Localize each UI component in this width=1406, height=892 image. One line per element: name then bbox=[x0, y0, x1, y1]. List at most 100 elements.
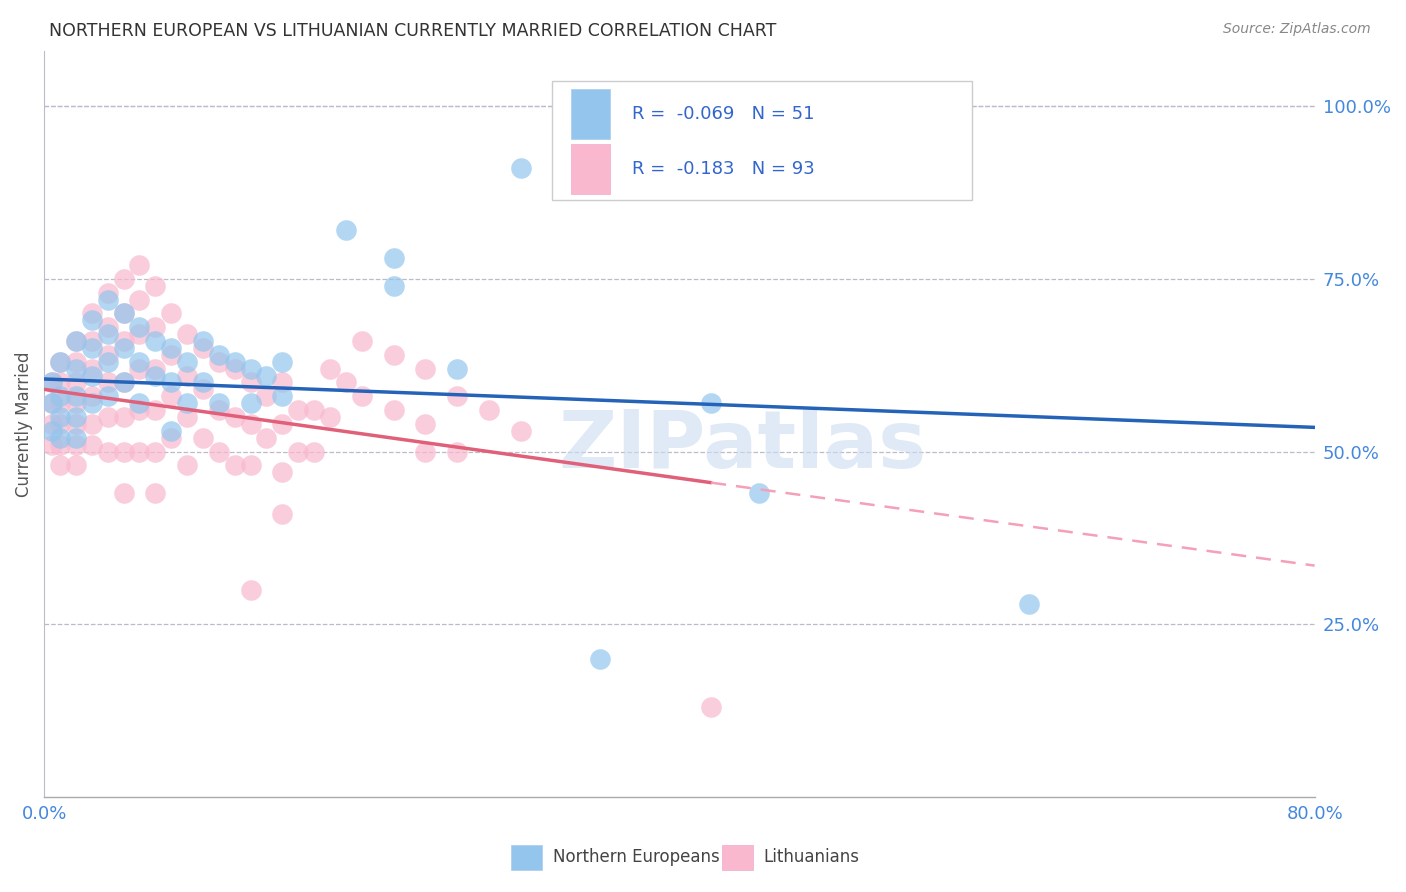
Point bbox=[49, 396, 72, 410]
Point bbox=[143, 403, 166, 417]
Point bbox=[49, 431, 72, 445]
Point bbox=[700, 700, 723, 714]
Point bbox=[239, 376, 262, 390]
Point bbox=[413, 361, 436, 376]
Point bbox=[143, 278, 166, 293]
Point bbox=[350, 389, 373, 403]
Point bbox=[239, 582, 262, 597]
Point bbox=[509, 161, 531, 176]
Point bbox=[65, 376, 87, 390]
Point bbox=[271, 417, 294, 431]
Point bbox=[49, 409, 72, 424]
Point bbox=[191, 341, 214, 355]
Point bbox=[112, 306, 135, 320]
Point bbox=[49, 417, 72, 431]
Point bbox=[80, 417, 103, 431]
Point bbox=[128, 355, 150, 369]
Point bbox=[65, 396, 87, 410]
Point bbox=[176, 355, 198, 369]
Point bbox=[65, 458, 87, 473]
Point bbox=[176, 409, 198, 424]
FancyBboxPatch shape bbox=[553, 80, 972, 200]
Point bbox=[143, 368, 166, 383]
Point bbox=[160, 389, 183, 403]
Point bbox=[224, 355, 246, 369]
Point bbox=[160, 341, 183, 355]
Point bbox=[65, 361, 87, 376]
Point bbox=[143, 334, 166, 348]
Point bbox=[80, 341, 103, 355]
Point bbox=[160, 306, 183, 320]
Point bbox=[97, 389, 120, 403]
Point bbox=[319, 361, 342, 376]
Point bbox=[748, 486, 770, 500]
Point bbox=[509, 424, 531, 438]
FancyBboxPatch shape bbox=[571, 88, 610, 139]
Point bbox=[176, 327, 198, 342]
Point bbox=[287, 444, 309, 458]
Point bbox=[302, 403, 325, 417]
Point bbox=[128, 403, 150, 417]
Point bbox=[41, 417, 63, 431]
Point bbox=[41, 376, 63, 390]
Point bbox=[65, 334, 87, 348]
Point bbox=[80, 334, 103, 348]
Point bbox=[700, 396, 723, 410]
Point bbox=[41, 376, 63, 390]
Text: Lithuanians: Lithuanians bbox=[763, 848, 859, 866]
Point bbox=[97, 376, 120, 390]
Point bbox=[176, 458, 198, 473]
Point bbox=[191, 431, 214, 445]
Text: Northern Europeans: Northern Europeans bbox=[553, 848, 720, 866]
Point bbox=[191, 376, 214, 390]
Point bbox=[446, 361, 468, 376]
Text: R =  -0.183   N = 93: R = -0.183 N = 93 bbox=[633, 160, 815, 178]
Point bbox=[97, 320, 120, 334]
Text: ZIPatlas: ZIPatlas bbox=[558, 408, 927, 485]
Point bbox=[49, 458, 72, 473]
Point bbox=[382, 348, 405, 362]
Point bbox=[224, 458, 246, 473]
Point bbox=[589, 652, 612, 666]
Point bbox=[112, 376, 135, 390]
Point bbox=[128, 396, 150, 410]
Point bbox=[49, 437, 72, 451]
Y-axis label: Currently Married: Currently Married bbox=[15, 351, 32, 497]
Point bbox=[80, 313, 103, 327]
Point bbox=[224, 409, 246, 424]
Point bbox=[97, 327, 120, 342]
Point bbox=[446, 389, 468, 403]
Point bbox=[80, 306, 103, 320]
Point bbox=[65, 389, 87, 403]
Point bbox=[128, 293, 150, 307]
Point bbox=[49, 355, 72, 369]
Point bbox=[49, 389, 72, 403]
Point bbox=[208, 444, 231, 458]
Point bbox=[239, 396, 262, 410]
Point bbox=[80, 389, 103, 403]
Point bbox=[49, 355, 72, 369]
Point bbox=[446, 444, 468, 458]
Point bbox=[478, 403, 501, 417]
Point bbox=[271, 376, 294, 390]
Point bbox=[128, 258, 150, 272]
Point bbox=[97, 444, 120, 458]
Point bbox=[208, 348, 231, 362]
Point bbox=[65, 437, 87, 451]
Point bbox=[271, 355, 294, 369]
Point bbox=[143, 361, 166, 376]
Point bbox=[65, 409, 87, 424]
Point bbox=[112, 334, 135, 348]
Point bbox=[41, 424, 63, 438]
Point bbox=[65, 355, 87, 369]
Point bbox=[302, 444, 325, 458]
Point bbox=[41, 396, 63, 410]
Point bbox=[176, 396, 198, 410]
Text: R =  -0.069   N = 51: R = -0.069 N = 51 bbox=[633, 105, 815, 123]
Point bbox=[65, 334, 87, 348]
Point bbox=[191, 334, 214, 348]
Point bbox=[112, 409, 135, 424]
Point bbox=[239, 458, 262, 473]
Point bbox=[208, 403, 231, 417]
Point bbox=[382, 403, 405, 417]
